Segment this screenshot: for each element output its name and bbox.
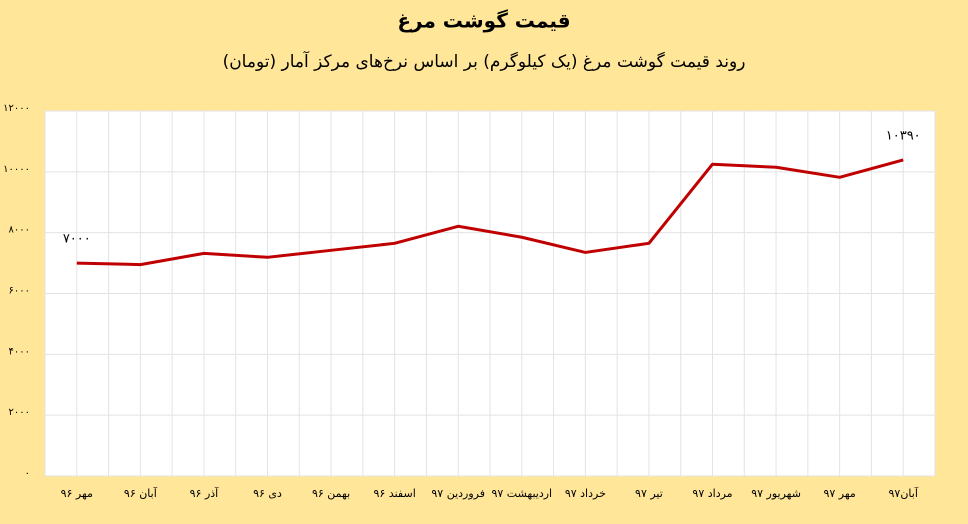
y-tick-label: ۲۰۰۰: [9, 407, 30, 418]
x-tick-label: اردیبهشت ۹۷: [491, 487, 552, 500]
x-tick-label: آذر ۹۶: [190, 486, 220, 500]
x-tick-label: آبان ۹۶: [124, 486, 158, 500]
x-tick-label: مهر ۹۷: [823, 487, 855, 500]
x-tick-label: خرداد ۹۷: [565, 487, 606, 500]
y-tick-label: ۱۲۰۰۰: [3, 103, 30, 114]
x-tick-label: مرداد ۹۷: [692, 487, 732, 500]
y-tick-label: ۴۰۰۰: [9, 346, 30, 357]
x-tick-label: اسفند ۹۶: [374, 487, 416, 500]
y-tick-label: ۸۰۰۰: [9, 225, 30, 236]
x-tick-label: فروردین ۹۷: [431, 487, 485, 500]
x-tick-label: بهمن ۹۶: [312, 487, 350, 500]
y-tick-label: ۱۰۰۰۰: [3, 164, 30, 175]
data-label: ۱۰۳۹۰: [886, 128, 921, 143]
chart-subtitle: روند قیمت گوشت مرغ (یک کیلوگرم) بر اساس …: [223, 50, 746, 72]
y-tick-label: ۶۰۰۰: [9, 286, 30, 297]
data-label: ۷۰۰۰: [63, 232, 91, 247]
y-tick-label: ۰: [25, 468, 30, 479]
x-tick-label: دی ۹۶: [253, 487, 282, 500]
x-tick-label: آبان۹۷: [889, 486, 919, 500]
x-tick-label: مهر ۹۶: [61, 487, 93, 500]
chart-title: قیمت گوشت مرغ: [397, 9, 570, 33]
x-tick-label: تیر ۹۷: [635, 487, 663, 500]
x-tick-label: شهریور ۹۷: [751, 487, 801, 500]
line: [76, 158, 904, 267]
